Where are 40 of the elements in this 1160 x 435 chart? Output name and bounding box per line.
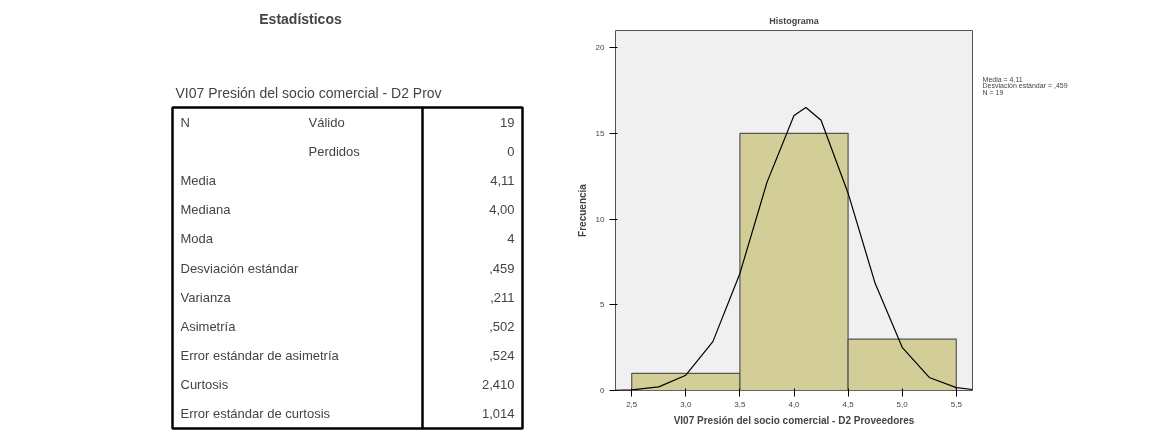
y-axis-title: Frecuencia [576,183,588,237]
y-tick-label: 20 [595,43,606,53]
text: Media [180,172,217,188]
text: Válido [308,114,345,130]
text: 4,11 [490,172,515,188]
y-tick-label: 5 [600,300,606,310]
text: 4 [507,231,515,247]
y-tick-label: 0 [600,386,606,395]
text: Error estándar de asimetría [180,348,340,364]
text: ,211 [490,289,515,305]
text: Perdidos [308,143,361,159]
y-tick-label: 15 [595,128,606,138]
y-tick-label: 10 [595,214,606,224]
text: Varianza [180,289,232,305]
text: Curtosis [180,377,229,393]
x-tick-label: 3,5 [734,399,747,409]
text: 2,410 [481,377,515,393]
text: Error estándar de curtosis [180,406,331,422]
x-tick-label: 4,5 [842,399,855,409]
text: VI07 Presión del socio comercial - D2 Prov [175,84,442,101]
text: Asimetría [180,318,237,334]
chart-title: Histograma [769,15,820,26]
text: Moda [180,231,214,247]
x-axis-title: VI07 Presión del socio comercial - D2 Proveedores [673,414,915,426]
x-tick-label: 4,0 [788,399,801,409]
x-tick-label: 5,5 [950,399,963,409]
text: 0 [507,143,515,159]
text: Estadísticos [259,10,342,27]
text: 19 [500,114,515,130]
text: Mediana [180,202,232,218]
text: N [180,114,190,130]
text: ,459 [489,260,515,276]
x-tick-label: 2,5 [626,399,638,409]
x-tick-label: 5,0 [896,399,909,409]
text: ,502 [489,318,515,334]
text: Desviación estándar [180,260,299,276]
text: 1,014 [481,406,515,422]
text: 4,00 [489,202,515,218]
x-tick-label: 3,0 [680,399,692,409]
text: ,524 [489,348,515,364]
